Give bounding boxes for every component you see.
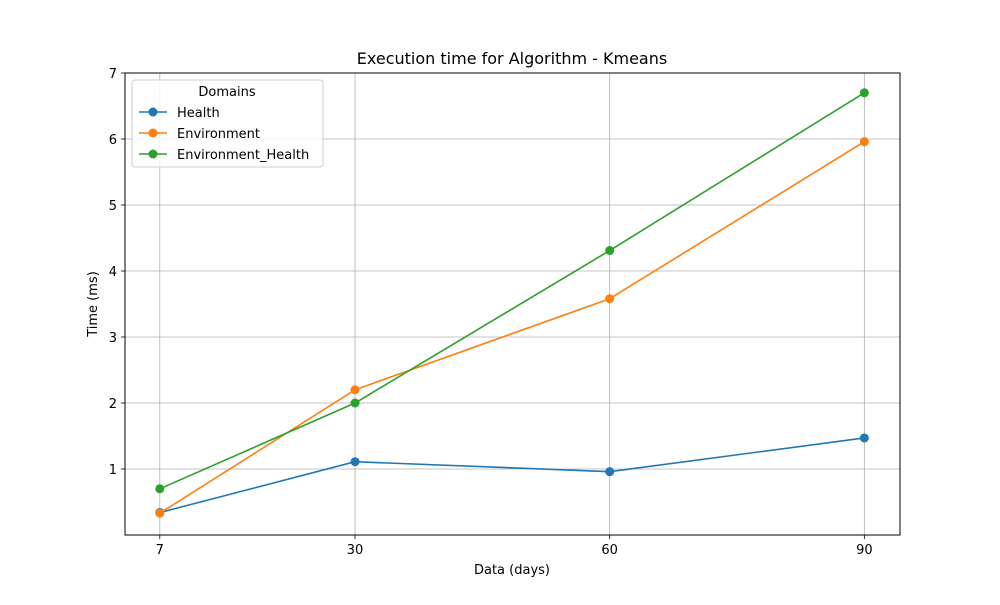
series-health [155, 433, 869, 518]
y-tick-label: 2 [109, 397, 117, 412]
legend-label: Environment [177, 127, 260, 142]
legend-swatch-marker [148, 149, 158, 159]
series-line-environment [159, 140, 865, 514]
legend-label: Health [177, 106, 220, 121]
data-point-environment [350, 385, 360, 395]
legend-entry-environment: Environment [139, 127, 260, 142]
legend: Domains Health Environment Environment_Hea… [131, 79, 324, 168]
y-tick-label: 6 [109, 133, 117, 148]
x-tick-label: 90 [856, 543, 873, 558]
y-axis-label: Time (ms) [86, 271, 101, 338]
x-tick-label: 60 [601, 543, 618, 558]
data-point-health [859, 433, 869, 443]
data-point-environment-health [155, 484, 165, 494]
series-environment [155, 137, 869, 518]
legend-entry-environment-health: Environment_Health [139, 148, 309, 163]
y-tick-label: 5 [109, 199, 117, 214]
data-point-health [350, 457, 360, 467]
series-line-environment-health [159, 92, 865, 490]
legend-entry-health: Health [139, 106, 220, 121]
legend-label: Environment_Health [177, 148, 309, 163]
legend-entries: Health Environment Environment_Health [139, 106, 309, 163]
x-tick-label: 30 [347, 543, 364, 558]
y-tick-label: 3 [109, 331, 117, 346]
series-layer [155, 88, 869, 518]
series-environment-health [155, 88, 869, 494]
plot-area-frame [124, 72, 901, 536]
y-tick-label: 1 [109, 463, 117, 478]
legend-swatch-marker [148, 128, 158, 138]
chart-title: Execution time for Algorithm - Kmeans [357, 49, 667, 68]
y-tick-label: 7 [109, 67, 117, 82]
legend-title: Domains [198, 85, 255, 100]
axis-ticks: 7 30 60 90 1 2 3 4 5 6 7 [109, 67, 873, 558]
data-point-environment [605, 294, 615, 304]
data-point-environment [859, 137, 869, 147]
data-point-environment-health [350, 398, 360, 408]
y-tick-label: 4 [109, 265, 117, 280]
x-tick-label: 7 [156, 543, 164, 558]
data-point-environment [155, 508, 165, 518]
legend-swatch-marker [148, 107, 158, 117]
data-point-health [605, 467, 615, 477]
data-point-environment-health [605, 246, 615, 256]
legend-box [131, 79, 324, 168]
series-line-health [159, 437, 865, 514]
x-axis-label: Data (days) [474, 563, 550, 578]
data-point-environment-health [859, 88, 869, 98]
